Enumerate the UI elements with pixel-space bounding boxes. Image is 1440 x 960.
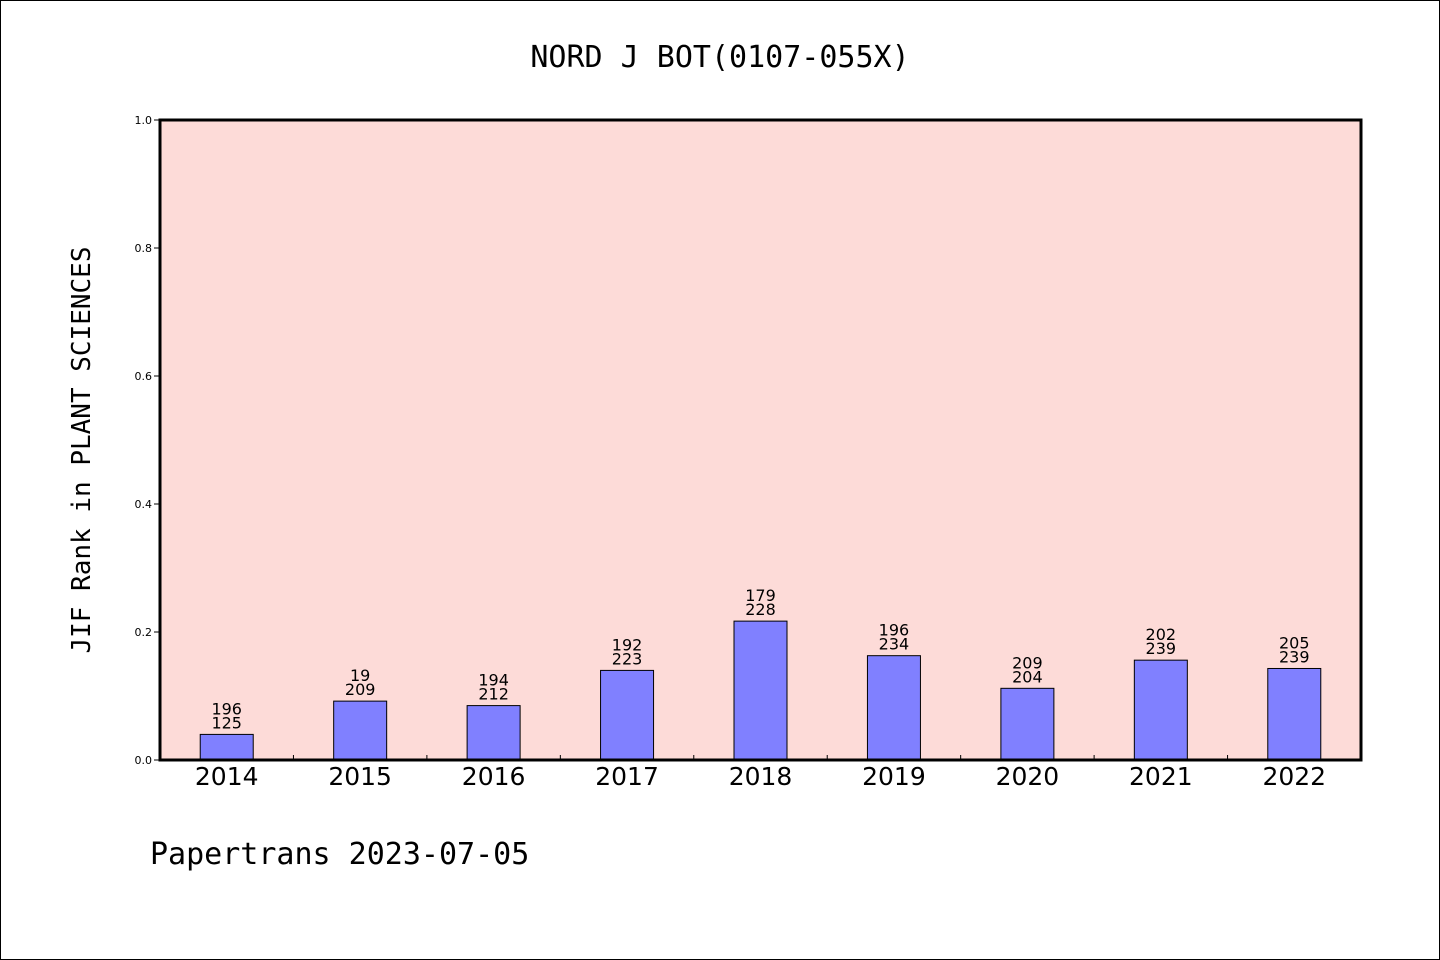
x-tick-label: 2020 bbox=[996, 762, 1060, 791]
chart-title: NORD J BOT(0107-055X) bbox=[530, 40, 909, 75]
y-axis-label: JIF Rank in PLANT SCIENCES bbox=[67, 247, 97, 654]
bar bbox=[866, 655, 921, 761]
bar-label-bottom: 212 bbox=[478, 685, 509, 704]
x-tick-label: 2021 bbox=[1129, 762, 1193, 791]
bar-label-bottom: 125 bbox=[211, 713, 242, 732]
bar-label-bottom: 234 bbox=[879, 635, 910, 654]
y-axis-ticks: 0.0 0.2 0.4 0.6 0.8 1.0 bbox=[135, 114, 160, 767]
x-tick-label: 2022 bbox=[1262, 762, 1326, 791]
bar bbox=[600, 669, 655, 761]
x-tick-label: 2014 bbox=[195, 762, 259, 791]
bars: 1961251920919421219222317922819623420920… bbox=[199, 586, 1322, 761]
bar-label-top: 196 bbox=[879, 621, 910, 640]
x-tick-label: 2015 bbox=[328, 762, 392, 791]
y-tick-label: 0.8 bbox=[135, 242, 153, 255]
y-tick-label: 1.0 bbox=[135, 114, 153, 127]
bar-label-top: 194 bbox=[478, 671, 509, 690]
y-tick-label: 0.4 bbox=[135, 498, 153, 511]
bar-label-top: 19 bbox=[350, 666, 370, 685]
x-tick-label: 2017 bbox=[595, 762, 659, 791]
bar-label-top: 192 bbox=[612, 635, 643, 654]
y-tick-label: 0.0 bbox=[135, 754, 153, 767]
bar-label-bottom: 239 bbox=[1279, 647, 1310, 666]
footer-text: Papertrans 2023-07-05 bbox=[150, 837, 529, 872]
y-tick-label: 0.2 bbox=[135, 626, 153, 639]
x-tick-label: 2018 bbox=[729, 762, 793, 791]
bar-label-bottom: 209 bbox=[345, 680, 376, 699]
bar-label-top: 209 bbox=[1012, 653, 1043, 672]
plot-frame bbox=[158, 118, 1363, 762]
bar bbox=[199, 733, 254, 761]
bar bbox=[1267, 667, 1322, 761]
bar-label-bottom: 223 bbox=[612, 649, 643, 668]
bar-label-bottom: 204 bbox=[1012, 667, 1043, 686]
bar-label-top: 179 bbox=[745, 586, 776, 605]
bar bbox=[733, 620, 788, 761]
bar bbox=[1000, 687, 1055, 761]
x-tick-label: 2016 bbox=[462, 762, 526, 791]
bar bbox=[466, 705, 521, 761]
bar-label-bottom: 239 bbox=[1146, 639, 1177, 658]
bar-label-bottom: 228 bbox=[745, 600, 776, 619]
bar bbox=[333, 700, 388, 761]
bar-label-top: 196 bbox=[211, 699, 242, 718]
x-tick-label: 2019 bbox=[862, 762, 926, 791]
x-axis-ticks: 2014 2015 2016 2017 2018 2019 2020 2021 2022 bbox=[195, 755, 1326, 791]
bar-label-top: 202 bbox=[1146, 625, 1177, 644]
y-tick-label: 0.6 bbox=[135, 370, 153, 383]
bar-label-top: 205 bbox=[1279, 633, 1310, 652]
bar bbox=[1133, 659, 1188, 761]
